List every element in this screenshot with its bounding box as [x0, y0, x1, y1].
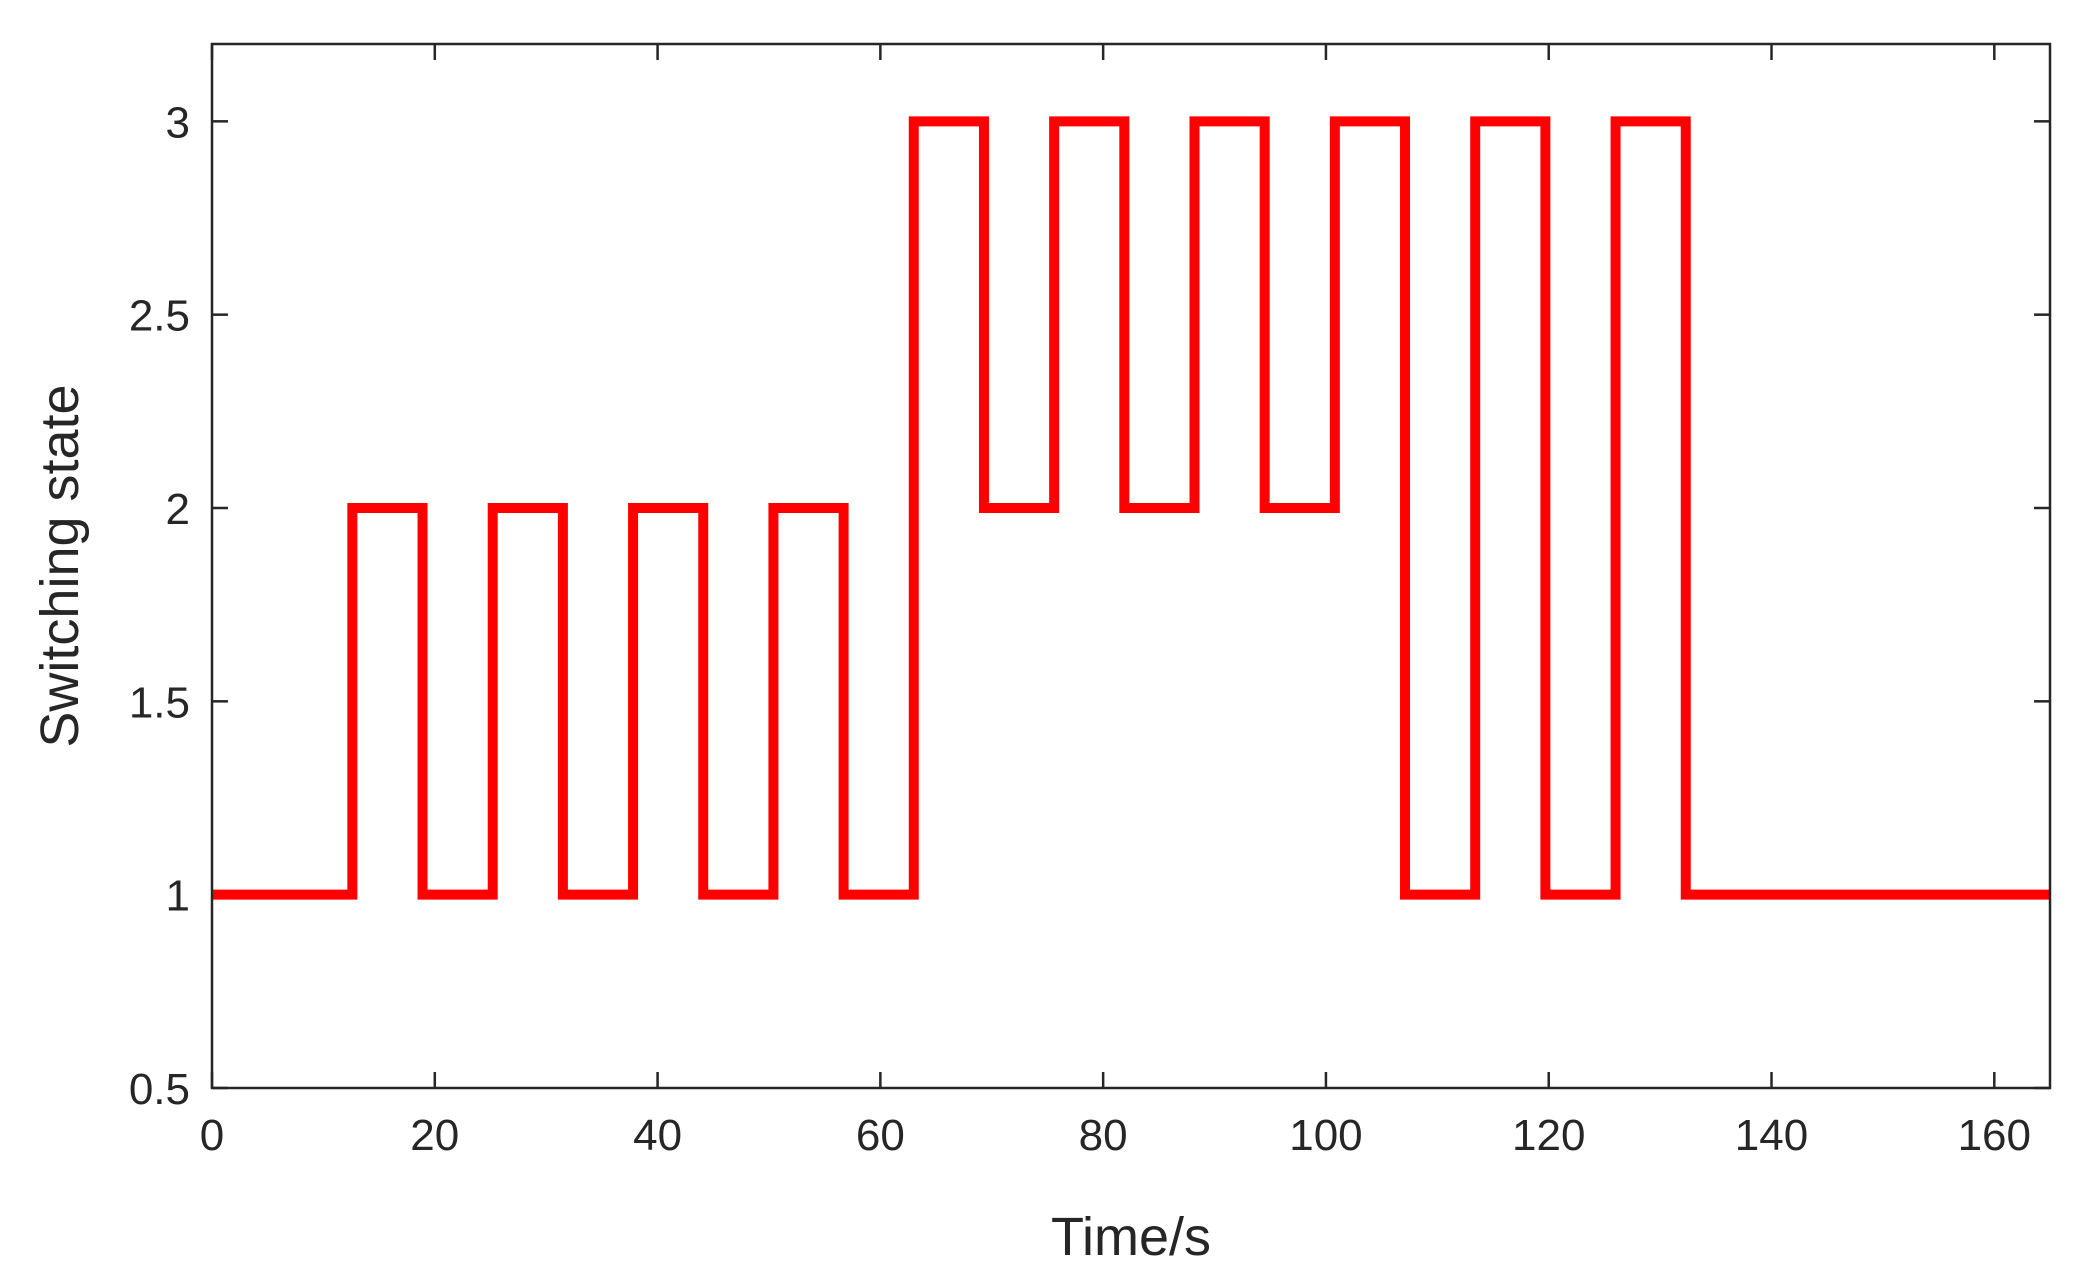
x-tick-label: 20 — [410, 1111, 459, 1160]
x-tick-label: 120 — [1512, 1111, 1585, 1160]
y-tick-label: 1 — [166, 872, 190, 921]
x-tick-label: 60 — [856, 1111, 905, 1160]
x-tick-label: 0 — [200, 1111, 224, 1160]
x-tick-label: 100 — [1289, 1111, 1362, 1160]
y-tick-label: 2.5 — [129, 292, 190, 341]
y-tick-label: 2 — [166, 485, 190, 534]
ticks-layer: 0 20 40 60 80 100 120 140 160 0.5 1 1.5 2 2.5 3 — [129, 44, 2050, 1160]
plot-area-frame — [210, 42, 2052, 1090]
series-layer — [212, 116, 2050, 900]
y-tick-label: 1.5 — [129, 678, 190, 727]
x-tick-label: 160 — [1958, 1111, 2031, 1160]
series-line-0 — [212, 116, 2050, 900]
x-tick-label: 40 — [633, 1111, 682, 1160]
y-tick-label: 0.5 — [129, 1065, 190, 1114]
x-tick-label: 80 — [1079, 1111, 1128, 1160]
y-axis-label: Switching state — [30, 384, 90, 747]
x-axis-label: Time/s — [1051, 1207, 1211, 1267]
y-tick-label: 3 — [166, 98, 190, 147]
x-tick-label: 140 — [1735, 1111, 1808, 1160]
